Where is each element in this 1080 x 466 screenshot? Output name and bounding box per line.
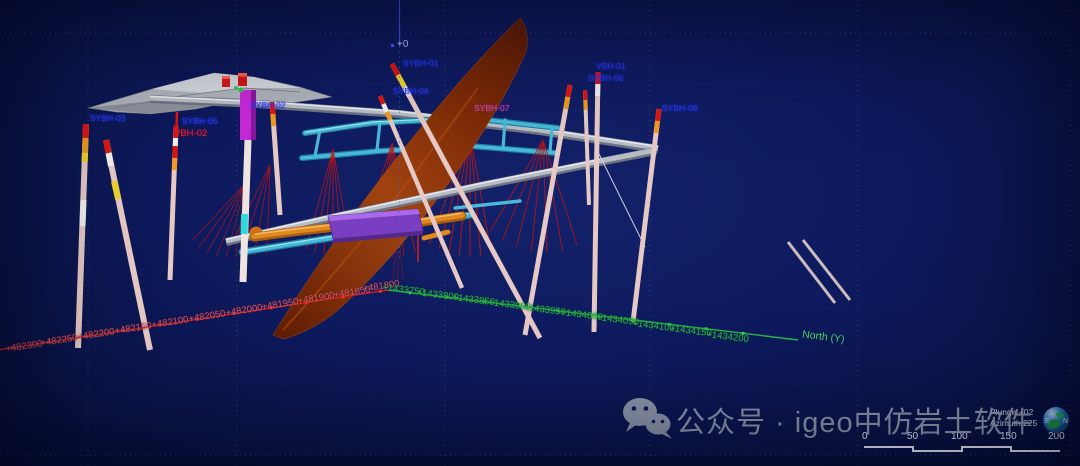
borehole-label: SYBH-08 (662, 103, 698, 113)
borehole-label: SYBH-01 (403, 58, 439, 68)
borehole (583, 89, 591, 206)
borehole-label: SYBH-07 (474, 103, 510, 113)
scale-tick-label: 50 (907, 431, 919, 442)
y-axis-line (387, 289, 799, 341)
borehole-label: SYBH-03 (90, 113, 126, 123)
tunnel-grey-upper[interactable] (149, 95, 659, 153)
globe-east-letter: E (1045, 418, 1050, 425)
plunge-readout: Plunge +02 (990, 407, 1034, 417)
borehole-label: SYBH-04 (393, 86, 429, 96)
watermark-text: 公众号 · igeo中仿岩土软件 (676, 407, 1034, 439)
scale-tick-label: 0 (862, 431, 868, 442)
borehole-label: SYBH-02 (250, 100, 286, 110)
borehole-label: VBH-01 (596, 61, 626, 71)
stope-box[interactable] (327, 208, 424, 243)
surface-marker-box[interactable] (222, 76, 230, 87)
tunnel-grey-lower[interactable] (225, 147, 657, 248)
scale-tick-label: 200 (1048, 431, 1065, 442)
azimuth-readout: Azimuth 225 (990, 417, 1038, 428)
watermark: 公众号 · igeo中仿岩土软件 (616, 394, 1076, 444)
scale-tick-label: 150 (1000, 431, 1017, 442)
borehole (786, 239, 852, 304)
bottom-strip (0, 456, 1080, 466)
borehole (522, 84, 573, 336)
orientation-globe[interactable]: E N (1041, 405, 1073, 437)
borehole-label: VBH-02 (174, 128, 208, 139)
scale-tick-label: 100 (951, 431, 968, 442)
view-orientation-info: Plunge +02 Azimuth 225 (990, 407, 1052, 428)
borehole (103, 139, 153, 351)
borehole-label: SYBH-06 (588, 73, 624, 83)
borehole (377, 95, 465, 289)
borehole-cased (238, 87, 256, 283)
globe-north-letter: N (1063, 418, 1068, 425)
surface-marker-box[interactable] (238, 73, 247, 86)
borehole (630, 108, 662, 323)
borehole (167, 111, 179, 281)
z-axis-line (391, 0, 401, 258)
borehole (269, 101, 283, 216)
z-axis-tick-label: +0 (397, 39, 409, 50)
borehole-label: SYBH-05 (182, 116, 218, 126)
borehole (389, 62, 543, 340)
x-axis-line (0, 289, 389, 351)
borehole (75, 123, 89, 349)
wechat-icon (623, 398, 672, 439)
borehole (591, 71, 601, 333)
boreholes-group[interactable] (75, 62, 852, 351)
